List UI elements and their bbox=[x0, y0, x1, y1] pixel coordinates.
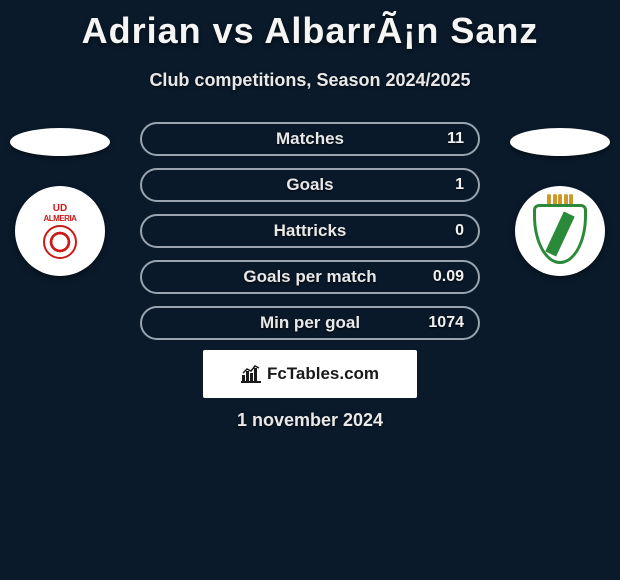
almeria-badge-icon: UD ALMERIA bbox=[30, 201, 90, 261]
right-player-column bbox=[500, 120, 620, 276]
stat-label: Goals bbox=[286, 175, 333, 195]
page-title: Adrian vs AlbarrÃ¡n Sanz bbox=[0, 0, 620, 52]
stat-label: Min per goal bbox=[260, 313, 360, 333]
stat-value: 1074 bbox=[428, 314, 464, 332]
stat-label: Hattricks bbox=[274, 221, 347, 241]
right-name-ellipse bbox=[510, 128, 610, 156]
date-label: 1 november 2024 bbox=[0, 410, 620, 431]
attribution-box: FcTables.com bbox=[203, 350, 417, 398]
left-player-column: UD ALMERIA bbox=[0, 120, 120, 276]
badge-shield-icon bbox=[533, 204, 587, 264]
badge-text-line1: UD bbox=[53, 204, 67, 214]
stat-label: Matches bbox=[276, 129, 344, 149]
cordoba-badge-icon bbox=[530, 196, 590, 266]
chart-icon bbox=[241, 365, 261, 383]
stat-row-min-per-goal: Min per goal 1074 bbox=[140, 306, 480, 340]
stat-row-goals-per-match: Goals per match 0.09 bbox=[140, 260, 480, 294]
badge-crown-icon bbox=[547, 194, 573, 204]
stat-value: 0 bbox=[455, 222, 464, 240]
badge-stripe-icon bbox=[545, 212, 574, 257]
attribution-text: FcTables.com bbox=[267, 364, 379, 384]
stats-list: Matches 11 Goals 1 Hattricks 0 Goals per… bbox=[140, 122, 480, 352]
stat-value: 1 bbox=[455, 176, 464, 194]
right-club-badge bbox=[515, 186, 605, 276]
left-name-ellipse bbox=[10, 128, 110, 156]
stat-label: Goals per match bbox=[243, 267, 376, 287]
badge-ball-icon bbox=[43, 225, 77, 259]
left-club-badge: UD ALMERIA bbox=[15, 186, 105, 276]
stat-value: 11 bbox=[447, 130, 464, 148]
stat-row-matches: Matches 11 bbox=[140, 122, 480, 156]
page-subtitle: Club competitions, Season 2024/2025 bbox=[0, 70, 620, 91]
stat-value: 0.09 bbox=[433, 268, 464, 286]
stat-row-goals: Goals 1 bbox=[140, 168, 480, 202]
badge-text-line2: ALMERIA bbox=[44, 214, 77, 223]
stat-row-hattricks: Hattricks 0 bbox=[140, 214, 480, 248]
